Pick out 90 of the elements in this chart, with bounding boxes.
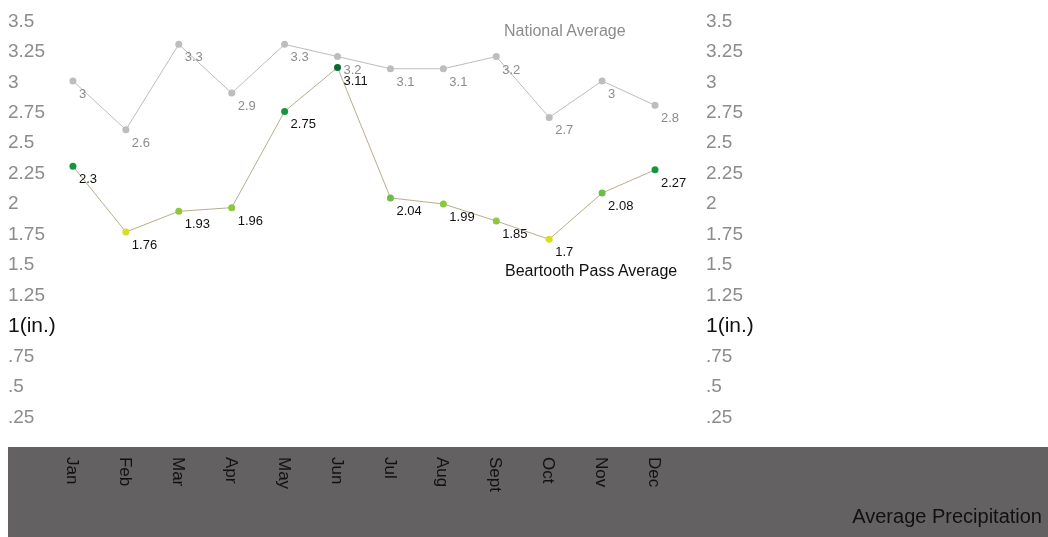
- data-label: 3: [78, 85, 87, 101]
- point: [281, 40, 289, 48]
- point: [651, 101, 659, 109]
- data-label: 1.99: [449, 208, 475, 224]
- y-tick-label: .5: [8, 375, 24, 397]
- point: [545, 235, 553, 243]
- point: [492, 53, 500, 61]
- y-tick-label: .25: [8, 405, 35, 427]
- x-tick-label: Jul: [380, 457, 400, 479]
- point: [386, 65, 394, 73]
- x-tick-label: Aug: [433, 457, 453, 488]
- data-label: 1.85: [502, 226, 528, 242]
- x-tick-label: May: [274, 457, 294, 490]
- y2-tick-label: 2: [706, 192, 717, 214]
- data-label: 2.27: [661, 174, 687, 190]
- y2-tick-label: 1.75: [706, 222, 743, 244]
- text: Beartooth Pass Average: [505, 262, 678, 280]
- x-tick-label: Jun: [327, 457, 347, 485]
- y-tick-label: 1.25: [8, 283, 45, 305]
- data-label: 3.2: [502, 61, 521, 77]
- x-tick-label: Jan: [62, 457, 82, 485]
- point: [439, 200, 447, 208]
- y-tick-label: 1(in.): [8, 312, 56, 336]
- point: [175, 207, 183, 215]
- data-label: 3.2: [343, 61, 362, 77]
- data-label: 1.7: [555, 244, 574, 260]
- y-tick-label: 3.25: [8, 40, 45, 62]
- x-tick-label: Mar: [168, 457, 188, 487]
- point: [334, 64, 342, 72]
- point: [334, 53, 342, 61]
- x-tick-label: Dec: [645, 457, 665, 488]
- y2-tick-label: 2.25: [706, 161, 743, 183]
- data-label: 3.3: [184, 49, 203, 65]
- point: [598, 189, 606, 197]
- x-tick-label: Feb: [115, 457, 135, 487]
- x-tick-label: Sept: [486, 457, 506, 493]
- data-label: 2.08: [608, 198, 634, 214]
- point: [545, 113, 553, 121]
- point: [175, 40, 183, 48]
- point: [651, 166, 659, 174]
- y-tick-label: 3: [8, 70, 19, 92]
- y2-tick-label: 1(in.): [706, 312, 754, 336]
- point: [439, 65, 447, 73]
- point: [228, 89, 236, 97]
- point: [281, 107, 289, 115]
- y2-tick-label: 3: [706, 70, 717, 92]
- y2-tick-label: 3.25: [706, 40, 743, 62]
- y-tick-label: 1.5: [8, 253, 35, 275]
- y-tick-label: 1.75: [8, 222, 45, 244]
- data-label: 2.75: [290, 116, 316, 132]
- x-tick-label: Nov: [592, 457, 612, 488]
- data-label: 2.7: [555, 122, 574, 138]
- point: [122, 228, 130, 236]
- series-label: National Average: [504, 22, 626, 40]
- y-tick-label: 2.25: [8, 161, 45, 183]
- y-tick-label: 2.5: [8, 131, 35, 153]
- data-label: 2.8: [661, 110, 680, 126]
- y2-tick-label: 1.5: [706, 253, 733, 275]
- data-label: 3: [608, 85, 616, 101]
- y-tick-label: 2: [8, 192, 19, 214]
- y2-tick-label: .75: [706, 344, 733, 366]
- point: [122, 126, 130, 134]
- x-tick-label: Apr: [221, 457, 241, 484]
- y-tick-label: .75: [8, 344, 35, 366]
- y2-tick-label: 3.5: [706, 9, 733, 31]
- y2-tick-label: .25: [706, 405, 733, 427]
- data-label: 2.3: [78, 171, 98, 187]
- data-label: 3.1: [449, 73, 468, 89]
- y2-tick-label: 1.25: [706, 283, 743, 305]
- point: [598, 77, 606, 85]
- data-label: 2.6: [131, 134, 150, 150]
- data-label: 1.76: [131, 237, 158, 253]
- data-label: 3.1: [396, 73, 415, 89]
- x-tick-label: Oct: [539, 457, 559, 484]
- y2-tick-label: 2.5: [706, 131, 733, 153]
- y-tick-label: 2.75: [8, 101, 45, 123]
- point: [386, 194, 394, 202]
- y-tick-label: 3.5: [8, 9, 35, 31]
- point: [69, 162, 77, 170]
- point: [228, 204, 236, 212]
- point: [69, 77, 77, 85]
- data-label: 2.04: [396, 202, 422, 218]
- text: Average Precipitation: [852, 505, 1042, 527]
- point: [492, 217, 500, 225]
- y2-tick-label: .5: [706, 375, 722, 397]
- data-label: 2.9: [237, 98, 256, 114]
- data-label: 3.3: [290, 49, 309, 65]
- y2-tick-label: 2.75: [706, 101, 743, 123]
- data-label: 1.93: [184, 216, 211, 232]
- data-label: 1.96: [237, 212, 263, 228]
